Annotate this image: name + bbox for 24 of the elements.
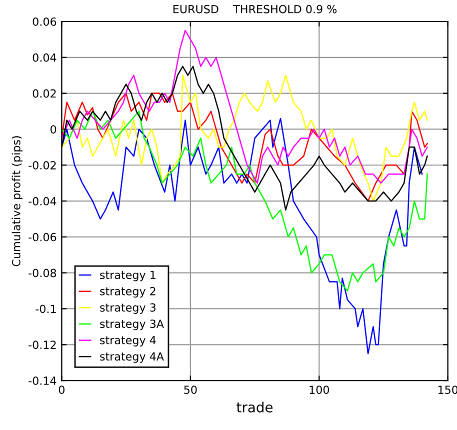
y-tick-label: -0.04 <box>28 197 56 206</box>
legend-label: strategy 4A <box>100 352 164 363</box>
line-series <box>62 30 428 184</box>
y-tick-label: -0.14 <box>28 376 56 385</box>
x-axis-title: trade <box>236 402 273 412</box>
y-tick-label: 0.02 <box>32 89 56 98</box>
legend-label: strategy 2 <box>100 286 156 298</box>
legend-label: strategy 3 <box>100 303 156 314</box>
y-tick-label: -0.08 <box>28 268 56 278</box>
x-tick-label: 100 <box>310 386 330 394</box>
y-tick-label: -0.1 <box>36 304 56 314</box>
chart-title: EURUSD THRESHOLD 0.9 % <box>173 4 337 14</box>
legend-label: strategy 3A <box>100 320 164 330</box>
legend-label: strategy 1 <box>100 270 156 282</box>
x-tick-label: 50 <box>184 386 197 394</box>
y-tick-label: 0 <box>50 125 56 134</box>
x-tick-label: 0 <box>58 386 64 394</box>
y-tick-label: 0.06 <box>32 17 56 26</box>
y-tick-label: 0.04 <box>32 53 56 62</box>
y-tick-label: -0.02 <box>28 161 56 170</box>
y-tick-label: -0.06 <box>28 232 56 242</box>
y-axis-title: Cumulative profit (pips) <box>12 136 23 266</box>
legend-label: strategy 4 <box>100 336 156 346</box>
y-tick-label: -0.12 <box>28 340 56 350</box>
